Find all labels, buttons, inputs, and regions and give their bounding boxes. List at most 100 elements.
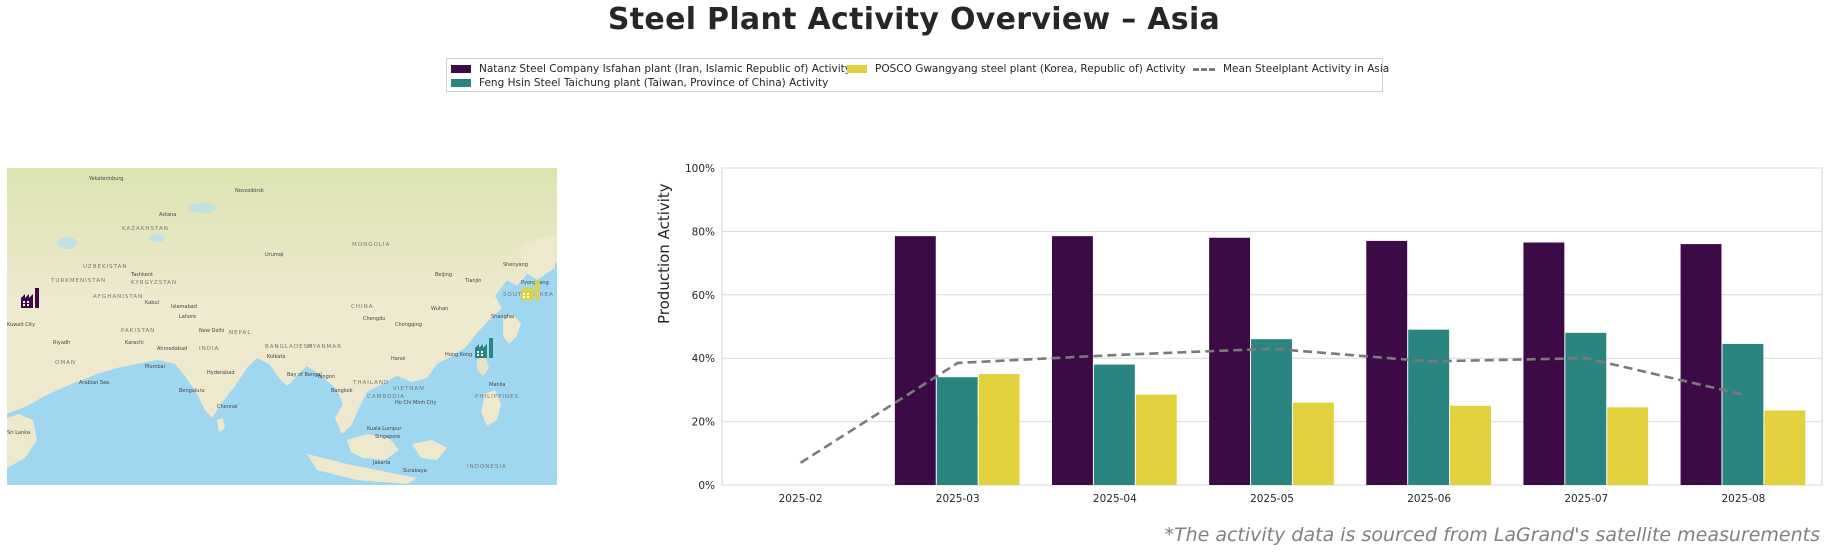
bar-posco bbox=[1450, 405, 1491, 485]
map-label: TURKMENISTAN bbox=[50, 278, 106, 284]
map-label: Wuhan bbox=[431, 306, 448, 312]
map-label: Beijing bbox=[435, 272, 452, 278]
map-label: Kuwait City bbox=[7, 322, 35, 328]
java-sumatra bbox=[307, 454, 417, 484]
bar-posco bbox=[1607, 407, 1649, 485]
bar-feng bbox=[1251, 339, 1292, 485]
x-tick-label: 2025-08 bbox=[1721, 493, 1765, 505]
map-label: CAMBODIA bbox=[367, 394, 405, 400]
map-label: Kabul bbox=[145, 300, 159, 306]
map-label: AFGHANISTAN bbox=[93, 294, 143, 300]
legend-label-posco: POSCO Gwangyang steel plant (Korea, Repu… bbox=[875, 63, 1186, 75]
map-label: Arabian Sea bbox=[79, 380, 109, 386]
map-label: UZBEKISTAN bbox=[83, 264, 127, 270]
x-tick-label: 2025-02 bbox=[779, 493, 823, 505]
map-label: Yekaterinburg bbox=[88, 176, 123, 182]
bar-feng bbox=[1093, 364, 1135, 485]
map-label: Bay of Bengal bbox=[287, 372, 322, 378]
lake bbox=[149, 234, 165, 242]
map-label: MONGOLIA bbox=[352, 242, 390, 248]
map-label: Kolkata bbox=[267, 354, 285, 360]
x-tick-label: 2025-07 bbox=[1564, 493, 1608, 505]
map-label: Urumqi bbox=[265, 252, 283, 258]
asia-map: Yekaterinburg Novosibirsk Astana KAZAKHS… bbox=[7, 168, 557, 485]
bars bbox=[894, 236, 1806, 485]
map-label: Karachi bbox=[125, 340, 144, 346]
map-label: Shenyang bbox=[503, 262, 528, 268]
map-label: Ahmedabad bbox=[157, 346, 187, 352]
y-tick-label: 40% bbox=[692, 353, 715, 365]
sri-lanka bbox=[217, 418, 225, 432]
legend-swatch-mean bbox=[1193, 67, 1215, 71]
map-label: Novosibirsk bbox=[235, 188, 264, 194]
sulawesi bbox=[412, 440, 447, 460]
map-label: Sri Lanka bbox=[7, 430, 30, 436]
legend-item-mean: Mean Steelplant Activity in Asia bbox=[1193, 63, 1389, 75]
taiwan bbox=[477, 356, 489, 376]
map-label: Surabaya bbox=[403, 468, 427, 474]
caspian-sea bbox=[57, 237, 77, 249]
legend-label-feng: Feng Hsin Steel Taichung plant (Taiwan, … bbox=[479, 77, 829, 89]
map-label: Mumbai bbox=[145, 364, 165, 370]
mean-line-group bbox=[799, 347, 1744, 464]
bar-natanz bbox=[894, 236, 936, 485]
map-label: Hanoi bbox=[391, 356, 405, 362]
map-label: Riyadh bbox=[53, 340, 70, 346]
map-label: Bangkok bbox=[331, 388, 353, 394]
map-label: Hyderabad bbox=[207, 370, 235, 376]
bar-feng bbox=[1722, 343, 1764, 485]
map-label: New Delhi bbox=[199, 328, 224, 334]
map-label: Lahore bbox=[179, 314, 196, 320]
legend-label-mean: Mean Steelplant Activity in Asia bbox=[1223, 63, 1390, 75]
north-east bbox=[519, 236, 555, 280]
data-source-note: *The activity data is sourced from LaGra… bbox=[1164, 524, 1820, 546]
map-label: Chongqing bbox=[395, 322, 422, 328]
bar-natanz bbox=[1052, 236, 1093, 485]
y-tick-label: 100% bbox=[685, 163, 715, 175]
legend-item-feng: Feng Hsin Steel Taichung plant (Taiwan, … bbox=[451, 77, 828, 89]
map-label: Manila bbox=[489, 382, 505, 388]
map-label: Islamabad bbox=[171, 304, 197, 310]
map-label: Chengdu bbox=[363, 316, 385, 322]
map-label: Hong Kong bbox=[445, 352, 472, 358]
map-label: Pyongyang bbox=[521, 280, 549, 286]
philippines bbox=[481, 390, 501, 426]
arabia bbox=[7, 414, 37, 468]
legend-swatch-natanz bbox=[451, 65, 471, 73]
legend-label-natanz: Natanz Steel Company Isfahan plant (Iran… bbox=[479, 63, 851, 75]
map-label: CHINA bbox=[351, 304, 373, 310]
map-label: Yangon bbox=[316, 374, 335, 380]
chart-title: Steel Plant Activity Overview – Asia bbox=[607, 2, 1221, 37]
x-tick-label: 2025-05 bbox=[1250, 493, 1294, 505]
japan-south bbox=[503, 314, 521, 344]
mean-activity-line bbox=[799, 347, 1744, 464]
map-label: Singapore bbox=[375, 434, 400, 440]
factory-icon-posco bbox=[521, 280, 539, 300]
bar-posco bbox=[1135, 394, 1177, 485]
map-label: MYANMAR bbox=[307, 344, 342, 350]
legend-item-natanz: Natanz Steel Company Isfahan plant (Iran… bbox=[451, 63, 851, 75]
factory-icon-feng bbox=[475, 338, 493, 358]
map-label: NEPAL bbox=[229, 330, 251, 336]
map-label: Tashkent bbox=[130, 272, 153, 278]
bar-feng bbox=[1565, 332, 1607, 485]
bar-natanz bbox=[1209, 237, 1251, 485]
map-label: INDIA bbox=[199, 346, 219, 352]
factory-icon-natanz bbox=[21, 288, 39, 308]
ticks: 0% 20% 40% 60% 80% 100% 2025-02 2025-03 2025-04 2… bbox=[685, 163, 1765, 505]
map-label: PAKISTAN bbox=[121, 328, 155, 334]
map-label: KAZAKHSTAN bbox=[122, 226, 169, 232]
y-tick-label: 60% bbox=[692, 290, 715, 302]
bar-natanz bbox=[1680, 244, 1722, 485]
chart-legend: Natanz Steel Company Isfahan plant (Iran… bbox=[446, 58, 1389, 92]
bar-natanz bbox=[1366, 240, 1408, 485]
lake bbox=[188, 203, 216, 213]
map-label: PHILIPPINES bbox=[475, 394, 519, 400]
bar-posco bbox=[1764, 410, 1806, 485]
map-label: INDONESIA bbox=[467, 464, 507, 470]
map-label: Ho Chi Minh City bbox=[395, 400, 437, 406]
y-axis-label: Production Activity bbox=[655, 183, 673, 324]
bar-feng bbox=[1408, 329, 1450, 485]
y-tick-label: 20% bbox=[692, 417, 715, 429]
